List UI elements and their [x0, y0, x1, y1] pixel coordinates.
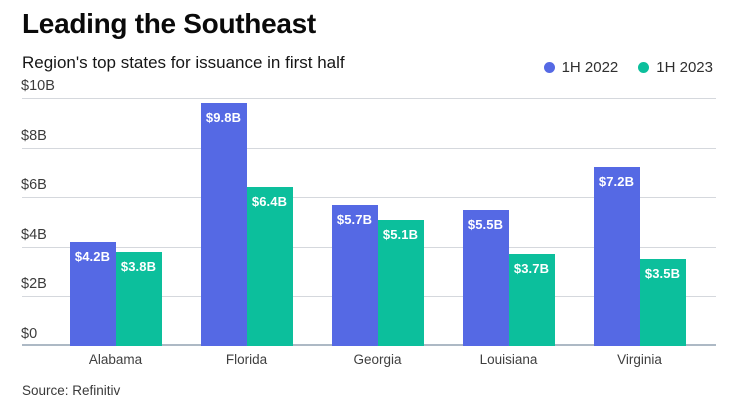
- legend-label: 1H 2022: [561, 59, 619, 76]
- bar-value-label: $3.5B: [644, 266, 681, 281]
- bar-1h-2022-louisiana: $5.5B: [462, 210, 509, 346]
- bar-value-label: $5.1B: [382, 227, 419, 242]
- bar-1h-2023-virginia: $3.5B: [639, 259, 686, 346]
- gridline: [22, 98, 716, 99]
- gridline: [22, 197, 716, 198]
- y-axis-tick-label: $4B: [21, 227, 47, 243]
- bar-1h-2023-alabama: $3.8B: [115, 252, 162, 346]
- bar-group-alabama: $4.2B $3.8B: [50, 98, 181, 346]
- bar-1h-2022-alabama: $4.2B: [69, 242, 116, 346]
- bar-1h-2022-florida: $9.8B: [200, 103, 247, 346]
- legend-item-1h-2023: 1H 2023: [638, 59, 713, 76]
- x-axis-category-label: Virginia: [617, 352, 662, 367]
- bar-value-label: $9.8B: [205, 110, 242, 125]
- legend: 1H 2022 1H 2023: [543, 59, 713, 76]
- x-axis-category-label: Georgia: [353, 352, 402, 367]
- bar-value-label: $3.7B: [513, 261, 550, 276]
- y-axis-tick-label: $2B: [21, 276, 47, 292]
- chart-subtitle: Region's top states for issuance in firs…: [22, 53, 345, 72]
- y-axis-tick-label: $8B: [21, 128, 47, 144]
- bar-1h-2023-louisiana: $3.7B: [508, 254, 555, 346]
- plot-area: $10B $8B $6B $4B $2B $0 $4.2B $3.8B $9.8B $6.4B $…: [21, 79, 716, 346]
- x-axis-category-label: Florida: [225, 352, 268, 367]
- gridline: [22, 148, 716, 149]
- bar-value-label: $3.8B: [120, 259, 157, 274]
- legend-item-1h-2022: 1H 2022: [543, 59, 619, 76]
- source-note: Source: Refinitiv: [22, 383, 121, 398]
- bar-value-label: $5.7B: [336, 212, 373, 227]
- bar-group-georgia: $5.7B $5.1B: [312, 98, 443, 346]
- bar-value-label: $6.4B: [251, 194, 288, 209]
- bar-group-louisiana: $5.5B $3.7B: [443, 98, 574, 346]
- y-axis-tick-label: $10B: [21, 78, 55, 94]
- bars-layer: $4.2B $3.8B $9.8B $6.4B $5.7B $5.1B $5.5B $3.7B…: [50, 98, 705, 346]
- y-axis-tick-label: $6B: [21, 177, 47, 193]
- x-axis-labels: Alabama Florida Georgia Louisiana Virginia: [50, 352, 705, 367]
- bar-1h-2022-virginia: $7.2B: [593, 167, 640, 346]
- legend-swatch-icon: [638, 62, 650, 73]
- legend-swatch-icon: [543, 62, 555, 73]
- chart-title: Leading the Southeast: [22, 8, 316, 39]
- bar-1h-2023-florida: $6.4B: [246, 187, 293, 346]
- x-axis-category-label: Alabama: [88, 352, 143, 367]
- bar-value-label: $4.2B: [74, 249, 111, 264]
- bar-1h-2022-georgia: $5.7B: [331, 205, 378, 346]
- y-axis-tick-label: $0: [21, 326, 38, 342]
- bar-value-label: $7.2B: [598, 174, 635, 189]
- x-axis-category-label: Louisiana: [479, 352, 538, 367]
- bar-group-florida: $9.8B $6.4B: [181, 98, 312, 346]
- legend-label: 1H 2023: [656, 59, 713, 76]
- bar-group-virginia: $7.2B $3.5B: [574, 98, 705, 346]
- bar-1h-2023-georgia: $5.1B: [377, 220, 424, 346]
- bar-value-label: $5.5B: [467, 217, 504, 232]
